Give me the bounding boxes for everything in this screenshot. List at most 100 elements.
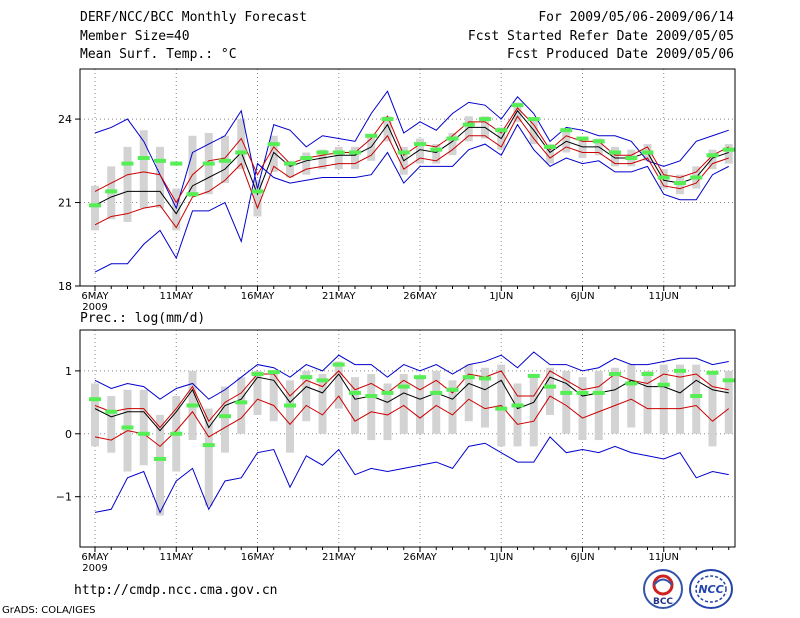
prec-observed-marker — [414, 375, 426, 380]
prec-spread-box — [513, 383, 522, 447]
temp-observed-marker — [121, 161, 134, 166]
prec-observed-marker — [137, 431, 150, 436]
temp-observed-marker — [609, 150, 621, 155]
temp-xtick-label: 16MAY — [241, 291, 275, 302]
prec-spread-box — [139, 389, 148, 466]
prec-spread-box — [448, 380, 457, 434]
temp-spread-box — [578, 138, 587, 159]
temp-spread-box — [302, 152, 311, 175]
prec-spread-box — [432, 370, 441, 434]
prec-spread-box — [481, 367, 489, 428]
temp-spread-box — [367, 135, 376, 161]
prec-frame — [79, 329, 736, 548]
prec-mean-line — [94, 373, 729, 432]
forecast-period: For 2009/05/06-2009/06/14 — [538, 10, 734, 25]
prec-spread-box — [578, 377, 587, 441]
temp-observed-marker — [722, 147, 735, 152]
prec-spread-box — [91, 383, 99, 447]
temp-spread-box — [237, 119, 246, 170]
prec-observed-marker — [202, 443, 215, 448]
prec-observed-marker — [479, 376, 491, 381]
prec-spread-box — [562, 370, 571, 434]
prec-observed-marker — [284, 403, 296, 408]
prec-ytick-label: 1 — [65, 365, 72, 378]
temp-spread-box — [448, 132, 457, 156]
temp-spread-box — [139, 130, 148, 209]
source-url[interactable]: http://cmdp.ncc.cma.gov.cn — [74, 583, 278, 598]
temp-xtick-label: 11JUN — [649, 291, 679, 302]
prec-observed-marker — [576, 390, 589, 395]
temp-spread-box — [253, 180, 262, 217]
temp-observed-marker — [641, 150, 654, 155]
prec-spread-box — [318, 374, 327, 434]
temp-ytick-label: 18 — [58, 280, 72, 293]
prec-observed-marker — [154, 456, 166, 461]
temp-observed-marker — [479, 117, 491, 122]
temp-observed-marker — [495, 128, 508, 133]
prec-observed-marker — [446, 387, 459, 392]
temp-spread-box — [269, 135, 278, 172]
prec-observed-marker — [251, 372, 264, 377]
prec-xtick-label: 6JUN — [570, 552, 594, 563]
temp-observed-marker — [690, 175, 703, 180]
temp-observed-marker — [137, 156, 150, 161]
prec-observed-marker — [121, 425, 134, 430]
prec-observed-marker — [332, 362, 345, 367]
temp-observed-marker — [170, 161, 183, 166]
prec-observed-marker — [527, 373, 540, 378]
temp-observed-marker — [284, 161, 296, 166]
temp-observed-marker — [706, 153, 719, 158]
prec-observed-marker — [186, 403, 199, 408]
prec-observed-marker — [105, 409, 118, 414]
prec-spread-box — [237, 377, 246, 434]
prec-lower-line — [94, 395, 730, 448]
temp-observed-marker — [462, 122, 475, 127]
temp-observed-marker — [414, 142, 426, 147]
prec-ytick-label: 0 — [65, 428, 72, 441]
temp-observed-marker — [365, 133, 378, 138]
prec-spread-box — [286, 380, 294, 453]
prec-observed-marker — [316, 378, 329, 383]
temp-observed-marker — [592, 139, 605, 144]
prec-observed-marker — [300, 375, 313, 380]
temp-observed-marker — [186, 192, 199, 197]
temp-observed-marker — [511, 103, 524, 108]
temp-upper-line — [94, 107, 729, 204]
prec-observed-marker — [592, 390, 605, 395]
prec-spread-box — [399, 374, 408, 434]
prec-spread-box — [351, 377, 359, 434]
prec-observed-marker — [381, 390, 394, 395]
temp-spread-box — [91, 185, 99, 231]
prec-xtick-label: 16MAY — [241, 552, 275, 563]
temp-observed-marker — [657, 175, 670, 180]
temp-observed-marker — [316, 150, 329, 155]
temp-observed-marker — [219, 158, 231, 163]
temp-spread-box — [546, 144, 554, 164]
prec-ytick-label: −1 — [56, 491, 72, 504]
prec-observed-marker — [511, 403, 524, 408]
prec-spread-box — [611, 367, 619, 434]
temp-spread-box — [318, 149, 327, 170]
temp-spread-box — [351, 146, 359, 170]
temp-spread-box — [156, 146, 164, 209]
temp-frame — [79, 68, 736, 287]
temp-spread-box — [286, 160, 294, 178]
temp-observed-marker — [527, 117, 540, 122]
prec-observed-marker — [349, 390, 361, 395]
temp-spread-box — [123, 146, 132, 223]
temp-observed-marker — [397, 150, 410, 155]
prec-min-line — [94, 436, 729, 514]
prec-observed-marker — [430, 390, 443, 395]
member-size: Member Size=40 — [80, 29, 190, 44]
prec-spread-box — [659, 364, 668, 434]
temp-observed-marker — [235, 150, 248, 155]
ncc-logo-icon: NCC — [689, 569, 733, 609]
prec-spread-box — [334, 361, 343, 409]
temp-observed-marker — [381, 117, 394, 122]
temp-ytick-label: 24 — [58, 113, 72, 126]
prec-xtick-label: 1JUN — [489, 552, 513, 563]
prec-observed-marker — [235, 400, 248, 405]
prec-spread-box — [367, 374, 376, 441]
prec-spread-box — [107, 396, 116, 453]
temp-observed-marker — [251, 189, 264, 194]
